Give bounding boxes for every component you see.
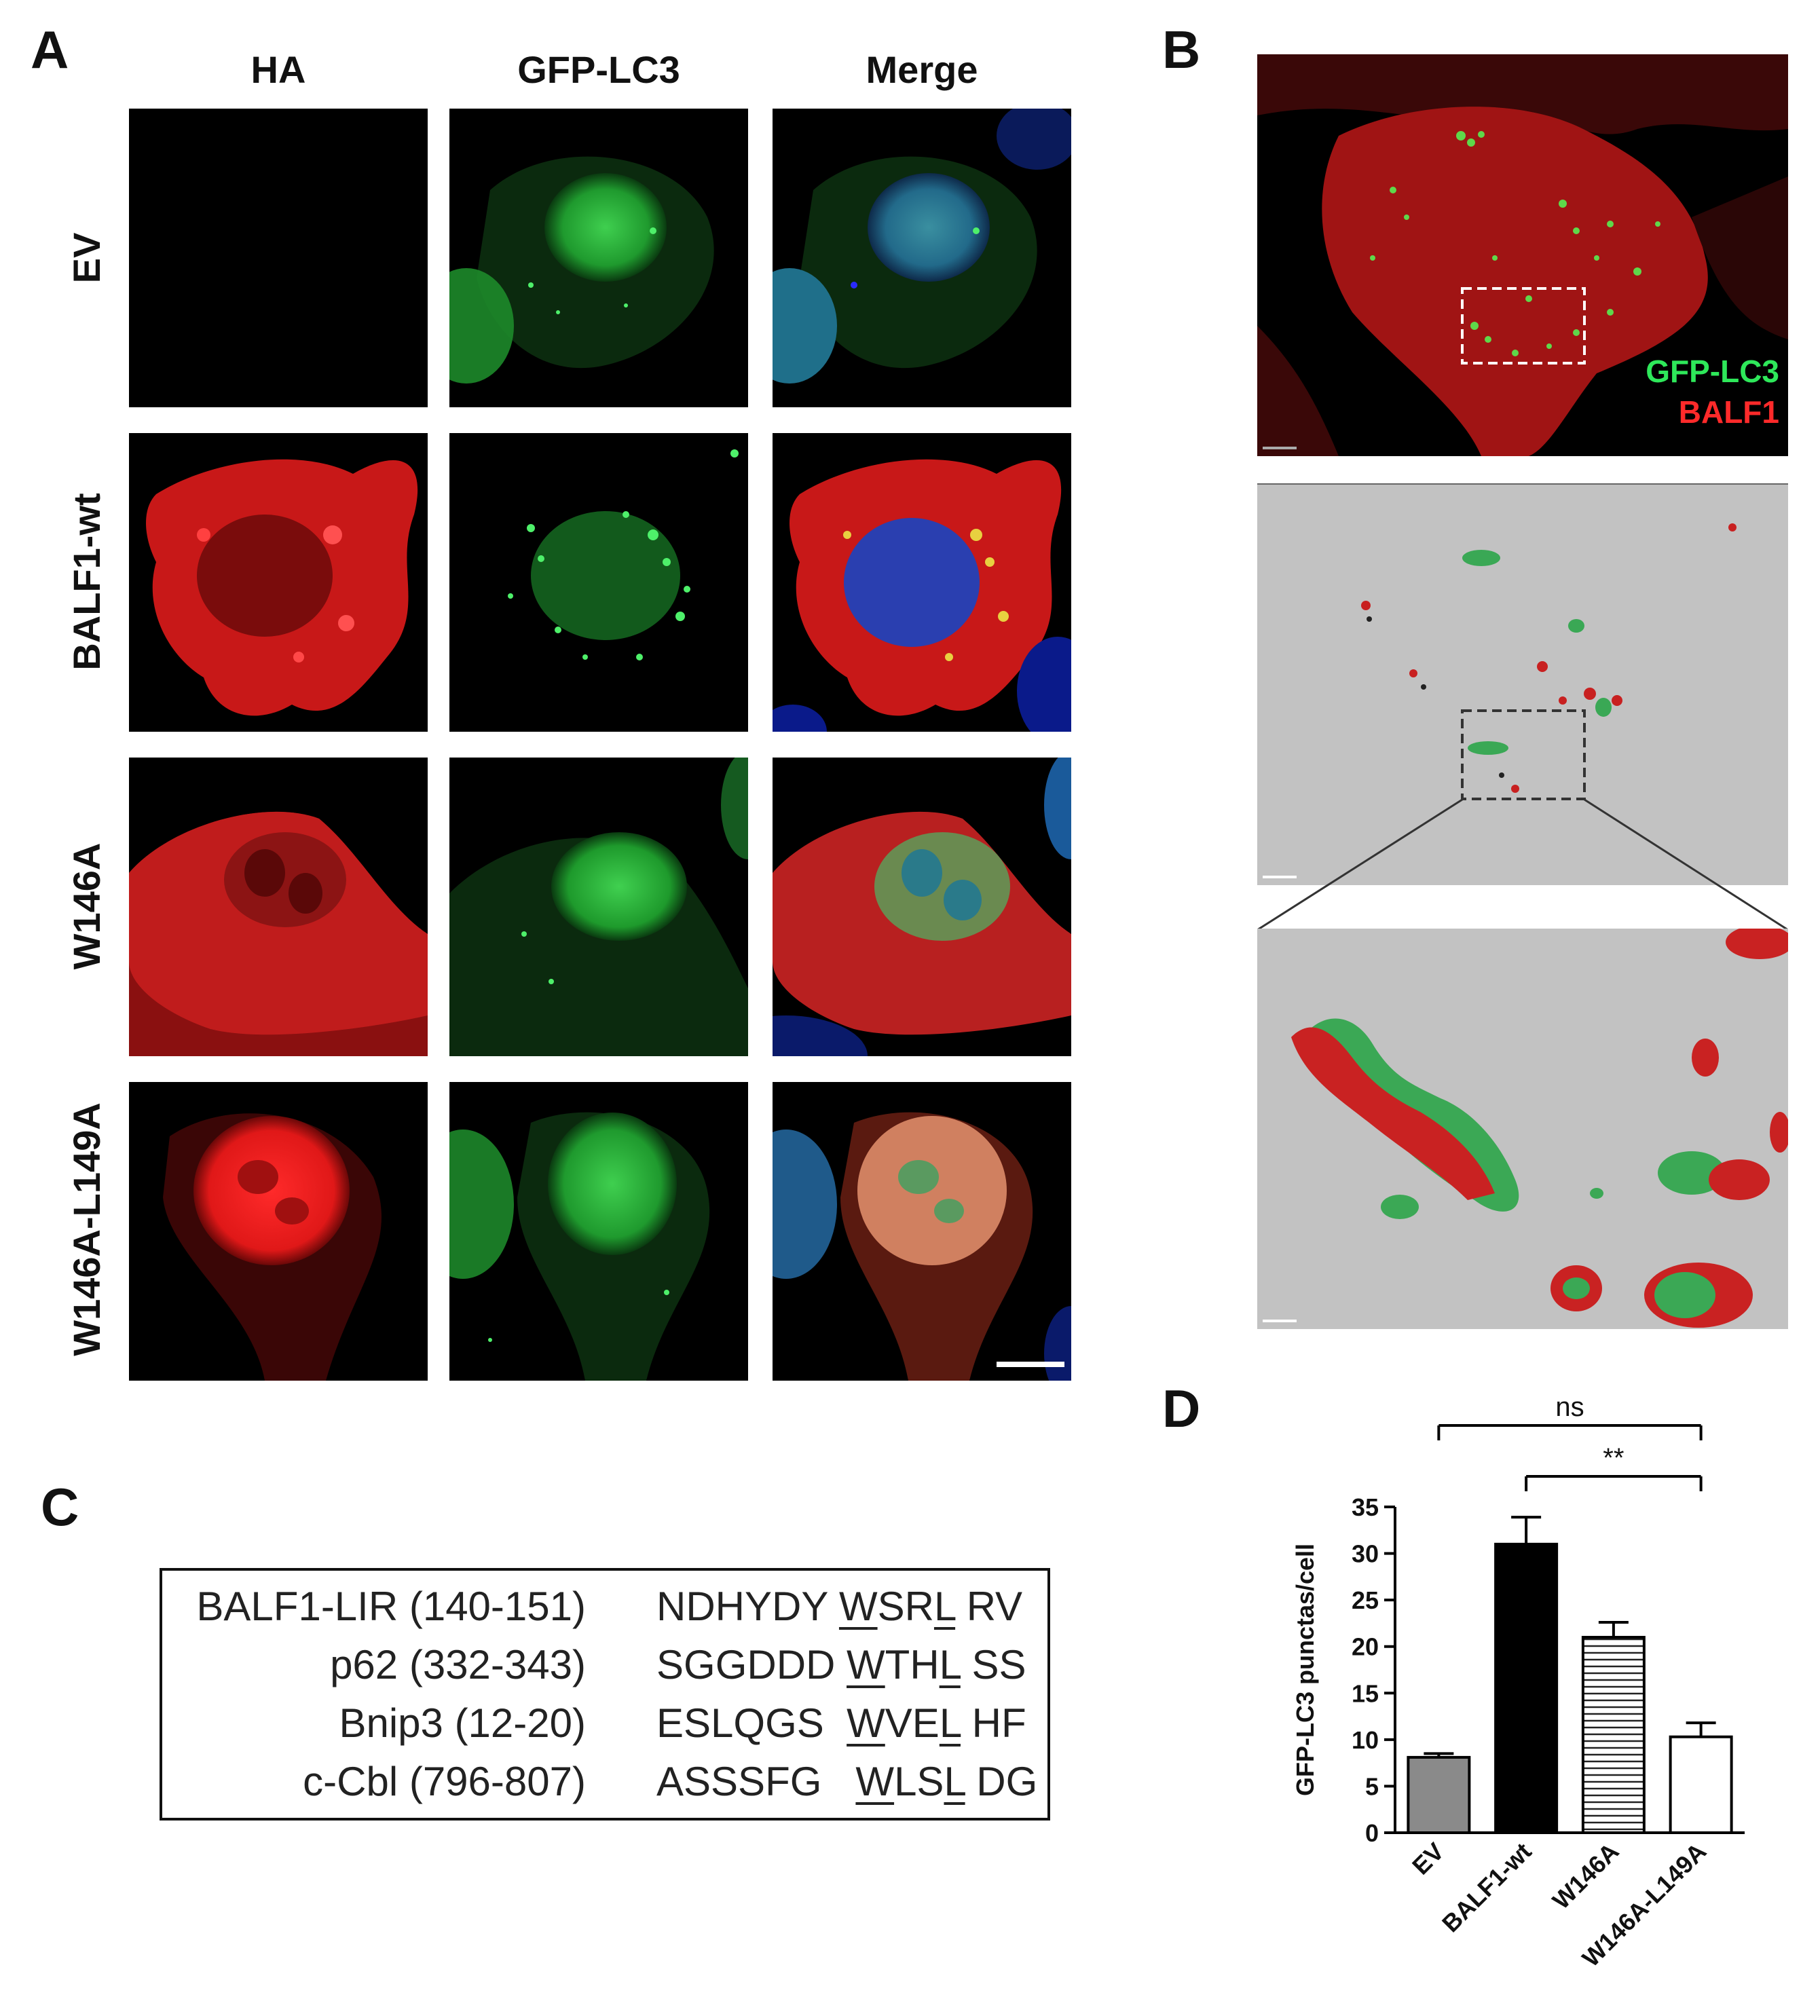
y-tick-label: 35 <box>1352 1493 1379 1521</box>
row-label-w146a: W146A <box>65 842 108 970</box>
panel-b-confocal-image <box>1257 54 1788 456</box>
sequence-name: p62 (332-343) <box>330 1642 586 1687</box>
micrograph-w146a-l149a-merge <box>773 1082 1071 1381</box>
zoom-region-box <box>1461 287 1586 365</box>
micrograph-w146a-l149a-gfp <box>449 1082 748 1381</box>
legend-gfp-lc3: GFP-LC3 <box>1646 354 1779 389</box>
sequence-row: BALF1-LIR (140-151) NDHYDY WSRL RV <box>162 1583 1047 1641</box>
sequence-residues: ASSSFG WLSL DG <box>656 1759 1038 1804</box>
significance-label: ns <box>1555 1398 1584 1422</box>
sequence-row: Bnip3 (12-20) ESLQGS WVEL HF <box>162 1700 1047 1758</box>
panel-label-a: A <box>31 20 69 79</box>
panel-b-3d-render <box>1257 483 1788 885</box>
sequence-row: p62 (332-343) SGGDDD WTHL SS <box>162 1641 1047 1700</box>
y-tick-label: 0 <box>1365 1819 1379 1847</box>
micrograph-ev-ha <box>129 109 428 407</box>
y-tick-label: 20 <box>1352 1633 1379 1661</box>
legend-balf1: BALF1 <box>1678 394 1779 430</box>
bar-balf1-wt <box>1494 1542 1559 1834</box>
scale-bar <box>997 1362 1064 1367</box>
micrograph-w146a-ha <box>129 758 428 1056</box>
column-header-ha: HA <box>250 48 306 91</box>
panel-label-d: D <box>1162 1379 1201 1438</box>
y-tick-label: 10 <box>1352 1726 1379 1754</box>
y-tick-label: 15 <box>1352 1679 1379 1707</box>
column-header-gfp-lc3: GFP-LC3 <box>517 48 680 91</box>
micrograph-ev-merge <box>773 109 1071 407</box>
scale-bar <box>1263 876 1297 878</box>
micrograph-balf1-wt-ha <box>129 433 428 732</box>
row-label-ev: EV <box>65 232 108 284</box>
scale-bar <box>1263 447 1297 449</box>
sequence-residues: NDHYDY WSRL RV <box>656 1584 1023 1629</box>
y-tick-label: 30 <box>1352 1540 1379 1568</box>
row-label-w146a-l149a: W146A-L149A <box>65 1102 108 1356</box>
y-tick-label: 5 <box>1365 1772 1379 1800</box>
micrograph-w146a-l149a-ha <box>129 1082 428 1381</box>
row-label-balf1-wt: BALF1-wt <box>65 493 108 671</box>
bar-w146a-l149a <box>1669 1735 1733 1834</box>
sequence-name: Bnip3 (12-20) <box>339 1700 586 1746</box>
micrograph-w146a-merge <box>773 758 1071 1056</box>
bar-ev <box>1407 1755 1471 1835</box>
sequence-name: BALF1-LIR (140-151) <box>196 1584 586 1629</box>
micrograph-w146a-gfp <box>449 758 748 1056</box>
x-tick-label: BALF1-wt <box>1436 1837 1537 1938</box>
micrograph-ev-gfp <box>449 109 748 407</box>
micrograph-balf1-wt-merge <box>773 433 1071 732</box>
sequence-row: c-Cbl (796-807) ASSSFG WLSL DG <box>162 1758 1047 1816</box>
panel-label-b: B <box>1162 20 1201 79</box>
panel-label-c: C <box>41 1477 79 1537</box>
x-tick-label: EV <box>1407 1837 1449 1880</box>
lir-motif-alignment-table: BALF1-LIR (140-151) NDHYDY WSRL RV p62 (… <box>160 1568 1050 1821</box>
puncta-bar-chart: 0 5 10 15 20 25 30 35 GFP-LC3 punctas/cell EVBALF… <box>1291 1398 1745 1972</box>
significance-label: ** <box>1603 1443 1624 1473</box>
scale-bar <box>1263 1320 1297 1322</box>
y-tick-label: 25 <box>1352 1586 1379 1614</box>
micrograph-balf1-wt-gfp <box>449 433 748 732</box>
column-header-merge: Merge <box>866 48 978 91</box>
y-axis-label: GFP-LC3 punctas/cell <box>1291 1544 1319 1796</box>
sequence-name: c-Cbl (796-807) <box>303 1759 586 1804</box>
sequence-residues: ESLQGS WVEL HF <box>656 1700 1026 1746</box>
zoom-connector-lines <box>1257 798 1788 930</box>
x-tick-label: W146A <box>1547 1837 1624 1915</box>
panel-b-3d-zoom <box>1257 929 1788 1329</box>
zoom-region-box <box>1461 709 1586 800</box>
sequence-residues: SGGDDD WTHL SS <box>656 1642 1026 1687</box>
bar-w146a <box>1581 1636 1646 1834</box>
